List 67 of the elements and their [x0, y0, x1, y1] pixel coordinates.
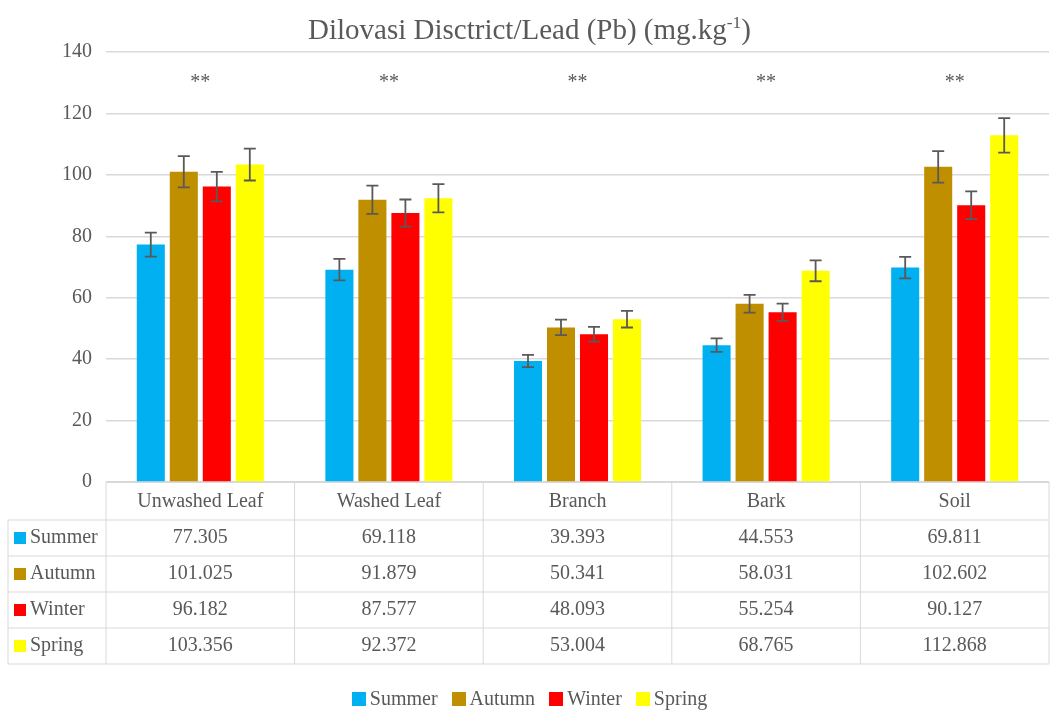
- bar: [136, 244, 165, 482]
- x-tick-label: Unwashed Leaf: [137, 489, 264, 512]
- bar: [424, 198, 453, 482]
- annotation: **: [567, 69, 588, 92]
- bar: [990, 135, 1019, 482]
- data-label: 91.879: [361, 561, 417, 584]
- y-tick-label: 80: [72, 223, 92, 246]
- data-label: 112.868: [922, 633, 987, 656]
- x-tick-label: Washed Leaf: [336, 489, 442, 512]
- annotation: **: [190, 69, 211, 92]
- bar: [202, 186, 231, 482]
- y-tick-label: 140: [62, 39, 92, 62]
- y-tick-label: 60: [72, 284, 92, 307]
- bar: [235, 164, 264, 482]
- annotation: **: [944, 69, 965, 92]
- data-label: 53.004: [550, 633, 605, 656]
- bar: [358, 199, 387, 482]
- bar: [768, 312, 797, 482]
- data-label: 58.031: [738, 561, 794, 584]
- data-label: 101.025: [167, 561, 233, 584]
- data-label: 90.127: [927, 597, 983, 620]
- data-label: 68.765: [738, 633, 794, 656]
- data-label: 77.305: [172, 525, 228, 548]
- data-label: 48.093: [550, 597, 605, 620]
- bar: [924, 166, 953, 482]
- data-label: 69.118: [361, 525, 417, 548]
- bar: [579, 334, 609, 482]
- legend-label: Summer: [30, 525, 99, 548]
- data-label: 44.553: [738, 525, 794, 548]
- bar: [891, 267, 920, 482]
- bar: [612, 319, 642, 482]
- bar: [546, 327, 576, 482]
- legend-label: Autumn: [30, 561, 96, 584]
- y-tick-label: 100: [62, 162, 92, 185]
- bar: [169, 171, 198, 482]
- data-label: 103.356: [167, 633, 233, 656]
- bar: [957, 205, 986, 482]
- legend-label: Winter: [30, 597, 86, 620]
- x-tick-label: Bark: [746, 489, 786, 512]
- bar: [325, 269, 354, 482]
- x-tick-label: Soil: [938, 489, 972, 512]
- y-tick-label: 0: [82, 469, 92, 492]
- text: Winter: [567, 687, 622, 709]
- data-label: 96.182: [172, 597, 228, 620]
- annotation: **: [756, 69, 777, 92]
- data-label: 55.254: [738, 597, 794, 620]
- y-tick-label: 20: [72, 407, 92, 430]
- data-label: 50.341: [550, 561, 605, 584]
- chart-title: Dilovasi Disctrict/Lead (Pb) (mg.kg$^{-1}$): [308, 12, 751, 45]
- bar: [735, 303, 764, 482]
- text: Autumn: [469, 687, 536, 709]
- y-tick-label: 120: [62, 100, 92, 123]
- bar: [513, 361, 543, 482]
- y-tick-label: 40: [72, 346, 92, 369]
- data-label: 102.602: [922, 561, 988, 584]
- x-tick-label: Branch: [548, 489, 607, 512]
- bar: [702, 345, 731, 482]
- data-label: 92.372: [361, 633, 417, 656]
- data-label: 39.393: [550, 525, 605, 548]
- annotation: **: [378, 69, 399, 92]
- data-label: 87.577: [361, 597, 417, 620]
- text: Summer: [369, 687, 438, 709]
- bar: [801, 270, 830, 482]
- bar: [391, 213, 420, 482]
- text: Spring: [30, 633, 84, 656]
- data-label: 69.811: [927, 525, 982, 548]
- legend-label: Spring: [653, 687, 708, 710]
